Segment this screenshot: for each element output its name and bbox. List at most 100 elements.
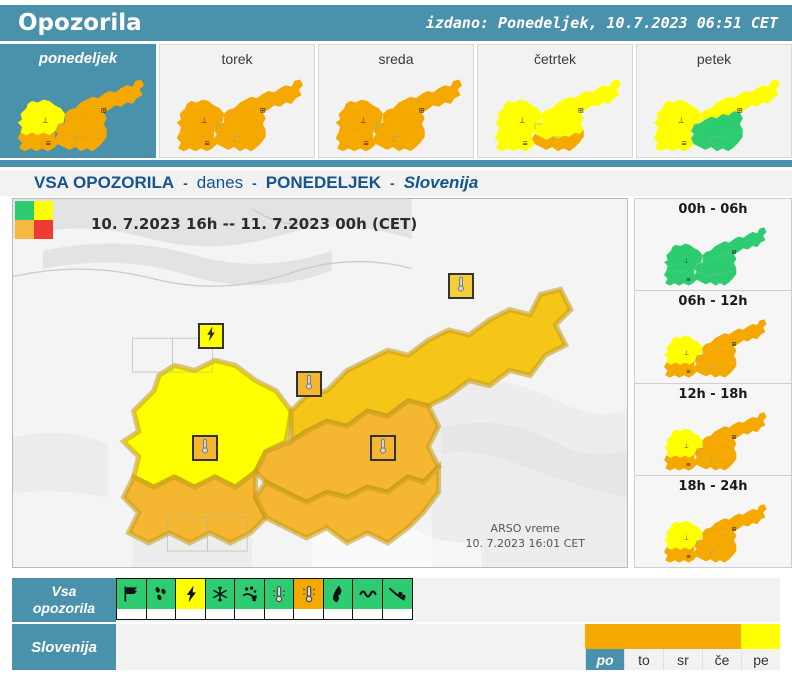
severity-legend-cell-1 (34, 201, 53, 220)
day-swatch-to[interactable]: to (624, 624, 663, 670)
period-panel-map: ⊥ ⊞ ≡ (635, 403, 791, 475)
fog-icon-button[interactable] (352, 578, 383, 620)
thermometer-warning-marker[interactable] (192, 435, 218, 461)
section-title-country: Slovenija (403, 173, 479, 192)
day-swatch-po[interactable]: po (585, 624, 624, 670)
freezing-rain-icon (235, 579, 264, 609)
svg-text:⊞: ⊞ (419, 106, 425, 115)
freezing-rain-icon-button[interactable] (234, 578, 265, 620)
snow-icon-button[interactable] (204, 578, 236, 620)
low-temperature-icon (264, 579, 294, 609)
svg-text:⊞: ⊞ (732, 527, 737, 533)
day-swatch-color (585, 624, 624, 649)
day-tab-thumbnail-map: ⊥ ⊞ ≡ (478, 68, 632, 157)
map-region-se (252, 460, 442, 546)
day-swatch-sr[interactable]: sr (663, 624, 702, 670)
map-period-label: 10. 7.2023 16h -- 11. 7.2023 00h (CET) (91, 215, 418, 233)
all-warnings-row: Vsa opozorila (12, 578, 780, 622)
day-tab-etrtek[interactable]: četrtek ⊥ ⊞ ≡ (477, 44, 633, 158)
fire-risk-icon-button[interactable] (322, 578, 354, 620)
period-panel[interactable]: 18h - 24h ⊥ ⊞ ≡ (634, 475, 792, 568)
day-swatch-e[interactable]: če (702, 624, 741, 670)
day-tab-torek[interactable]: torek ⊥ ⊞ ≡ (159, 44, 315, 158)
flood-icon-button[interactable] (381, 578, 413, 620)
day-swatch-label: sr (663, 649, 702, 670)
page-title: Opozorila (18, 10, 142, 36)
warning-icon-status-cell (353, 609, 382, 619)
thunderstorm-icon (202, 325, 220, 348)
main-warning-map[interactable]: 10. 7.2023 16h -- 11. 7.2023 00h (CET) A… (12, 198, 628, 568)
svg-text:⊥: ⊥ (678, 116, 684, 125)
day-swatch-pe[interactable]: pe (741, 624, 780, 670)
severity-legend-cell-2 (15, 220, 34, 239)
thermometer-warning-marker[interactable] (370, 435, 396, 461)
warning-icon-status-cell (264, 609, 294, 619)
thunderstorm-icon-button[interactable] (175, 578, 206, 620)
period-panel-label: 06h - 12h (678, 294, 748, 310)
day-tab-label: petek (696, 51, 732, 67)
day-tab-thumbnail-map: ⊥ ⊞ ≡ (160, 68, 314, 157)
low-temperature-icon-button[interactable] (263, 578, 295, 620)
warning-icon-status-cell (323, 609, 353, 619)
svg-text:≡: ≡ (686, 369, 691, 375)
day-swatch-color (663, 624, 702, 649)
day-swatch-label: pe (741, 649, 780, 670)
title-separator: - (183, 175, 188, 191)
warning-icon-status-cell (176, 609, 205, 619)
country-warning-strip: po to sr če pe (116, 624, 780, 670)
high-temperature-icon (294, 579, 323, 609)
svg-text:⊞: ⊞ (578, 106, 584, 115)
period-panel-map: ⊥ ⊞ ≡ (635, 310, 791, 382)
map-warning-regions (119, 286, 574, 552)
svg-text:⊥: ⊥ (201, 116, 207, 125)
day-tab-label: sreda (378, 51, 414, 67)
day-tab-ponedeljek[interactable]: ponedeljek ⊥ ⊞ ≡ (0, 44, 156, 158)
high-temperature-icon-button[interactable] (293, 578, 324, 620)
map-credit-source: ARSO vreme (490, 522, 560, 535)
thunderstorm-icon (176, 579, 205, 609)
wind-icon-button[interactable] (116, 578, 147, 620)
thermometer-warning-marker[interactable] (296, 371, 322, 397)
section-title-bar: VSA OPOZORILA - danes - PONEDELJEK - Slo… (0, 170, 792, 196)
svg-text:⊞: ⊞ (101, 106, 107, 115)
day-tab-label: torek (221, 51, 253, 67)
period-panel-label: 18h - 24h (678, 478, 748, 494)
thermometer-icon (374, 437, 392, 460)
svg-text:≡: ≡ (363, 139, 369, 148)
day-swatch-color (741, 624, 780, 649)
map-credit-time: 10. 7.2023 16:01 CET (465, 537, 585, 550)
day-swatch-label: če (702, 649, 741, 670)
title-separator: - (252, 175, 257, 191)
svg-text:⊥: ⊥ (684, 534, 689, 541)
section-title-today: danes (196, 173, 244, 192)
svg-text:≡: ≡ (686, 461, 691, 467)
country-row: Slovenija po to sr če pe (12, 624, 780, 670)
thermometer-icon (452, 275, 470, 298)
thermometer-warning-marker[interactable] (448, 273, 474, 299)
thunderstorm-warning-marker[interactable] (198, 323, 224, 349)
severity-legend-swatch (15, 201, 53, 239)
day-tab-label: ponedeljek (38, 50, 118, 67)
period-panel-label: 12h - 18h (678, 386, 748, 402)
country-label: Slovenija (12, 624, 116, 670)
period-panel[interactable]: 00h - 06h ⊥ ⊞ ≡ (634, 198, 792, 292)
all-warnings-label-line1: Vsa (51, 583, 77, 599)
day-tab-sreda[interactable]: sreda ⊥ ⊞ ≡ (318, 44, 474, 158)
svg-text:⊥: ⊥ (684, 350, 689, 357)
svg-text:≡: ≡ (686, 277, 691, 283)
severity-legend-cell-3 (34, 220, 53, 239)
day-tab-petek[interactable]: petek ⊥ ⊞ ≡ (636, 44, 792, 158)
period-panel[interactable]: 12h - 18h ⊥ ⊞ ≡ (634, 383, 792, 476)
period-panel-map: ⊥ ⊞ ≡ (635, 218, 791, 290)
warning-type-icon-strip (116, 578, 780, 622)
period-panel-map: ⊥ ⊞ ≡ (635, 495, 791, 567)
svg-text:⊞: ⊞ (260, 106, 266, 115)
period-panel-list: 00h - 06h ⊥ ⊞ ≡ 06h - 12h ⊥ ⊞ ≡ (634, 198, 792, 568)
severity-legend-cell-0 (15, 201, 34, 220)
fog-icon (353, 579, 382, 609)
period-panel[interactable]: 06h - 12h ⊥ ⊞ ≡ (634, 291, 792, 384)
rain-icon-button[interactable] (145, 578, 177, 620)
day-swatch-color (624, 624, 663, 649)
svg-text:⊥: ⊥ (42, 116, 48, 125)
